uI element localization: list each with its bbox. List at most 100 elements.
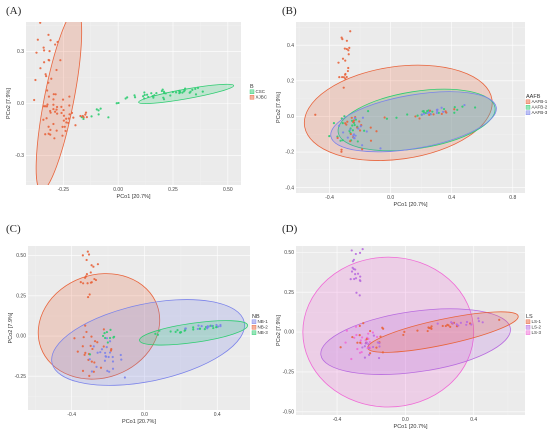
legend-label: AAFB-1	[532, 99, 548, 104]
data-point	[82, 117, 85, 121]
data-point	[498, 318, 501, 321]
panel-label: (D)	[282, 223, 298, 235]
data-point	[355, 291, 358, 294]
legend-key	[251, 319, 257, 324]
y-axis-title: PCo2 [7.9%]	[276, 315, 282, 346]
data-point	[156, 333, 160, 336]
data-point	[107, 355, 110, 359]
data-point	[353, 123, 356, 127]
data-point	[154, 332, 157, 335]
data-point	[45, 117, 48, 120]
data-point	[395, 116, 398, 119]
data-point	[344, 341, 347, 344]
plot-background	[296, 22, 525, 193]
data-point	[349, 278, 352, 281]
data-point	[88, 293, 91, 296]
ellipse-ls-2	[320, 308, 511, 375]
data-point	[83, 276, 87, 279]
x-tick-label: 0.4	[448, 195, 455, 201]
data-point	[365, 338, 368, 341]
data-point	[44, 73, 47, 76]
data-point	[86, 295, 90, 299]
data-point	[61, 125, 64, 128]
legend-title: B	[250, 84, 254, 90]
data-point	[126, 96, 129, 99]
data-point	[421, 110, 424, 113]
data-point	[47, 81, 50, 84]
data-point	[457, 324, 460, 327]
data-point	[428, 109, 432, 112]
data-point	[53, 137, 56, 140]
x-tick-label: -0.4	[325, 195, 334, 201]
data-point	[359, 341, 362, 344]
x-tick-label: -0.4	[67, 412, 76, 418]
data-point	[350, 357, 353, 361]
data-point	[161, 88, 164, 91]
data-point	[49, 39, 52, 42]
x-tick-label: -0.25	[58, 187, 70, 193]
data-point	[341, 38, 344, 41]
data-point	[89, 271, 92, 274]
data-point	[164, 92, 167, 95]
data-point	[385, 117, 389, 120]
data-point	[354, 325, 358, 328]
data-point	[354, 273, 357, 276]
y-tick-label: -0.25	[15, 374, 27, 380]
data-point	[92, 265, 95, 268]
data-point	[162, 96, 165, 99]
data-point	[105, 337, 109, 340]
data-point	[174, 91, 178, 94]
data-point	[450, 321, 453, 324]
data-point	[477, 317, 480, 320]
data-point	[383, 116, 386, 119]
data-point	[85, 116, 88, 119]
panel-label: (A)	[6, 5, 22, 17]
legend-label: AAFB-3	[532, 110, 548, 115]
data-point	[68, 104, 71, 107]
data-point	[345, 47, 348, 51]
data-point	[44, 133, 47, 136]
data-point	[115, 102, 118, 105]
data-point	[62, 114, 66, 117]
data-point	[89, 281, 93, 284]
data-point	[46, 89, 49, 92]
data-point	[95, 108, 98, 111]
data-point	[416, 114, 419, 117]
legend-label: LS-3	[532, 330, 542, 335]
data-point	[169, 94, 172, 97]
data-point	[461, 105, 464, 108]
data-point	[369, 126, 372, 129]
panel-d: (D) -0.4 0.0 0.4 -0.50 -0.25 0.00 0.25 0.50 PCo1 …	[276, 223, 542, 430]
data-point	[371, 331, 375, 334]
data-point	[361, 336, 364, 339]
data-point	[339, 139, 342, 142]
data-point	[61, 98, 65, 101]
data-point	[402, 333, 405, 337]
data-point	[354, 252, 357, 256]
data-point	[191, 88, 194, 91]
legend-key	[249, 89, 255, 95]
data-point	[359, 275, 362, 278]
data-point	[346, 120, 349, 123]
data-point	[90, 115, 93, 118]
data-point	[35, 51, 38, 54]
data-point	[179, 331, 182, 334]
legend-key	[249, 95, 255, 100]
data-point	[368, 340, 371, 344]
data-point	[178, 89, 181, 92]
data-point	[84, 113, 87, 116]
data-point	[45, 75, 48, 78]
data-point	[359, 279, 362, 283]
data-point	[453, 111, 456, 114]
axis-ticks: -0.4 0.0 0.4 0.8 -0.4 -0.2 0.0 0.2 0.4	[285, 43, 516, 201]
data-point	[133, 94, 136, 97]
data-point	[97, 113, 100, 116]
data-point	[344, 77, 347, 80]
x-tick-label: 0.25	[168, 187, 178, 193]
data-point	[108, 336, 112, 340]
data-point	[440, 112, 443, 116]
data-point	[90, 370, 94, 373]
data-point	[477, 320, 481, 323]
data-point	[376, 341, 379, 344]
